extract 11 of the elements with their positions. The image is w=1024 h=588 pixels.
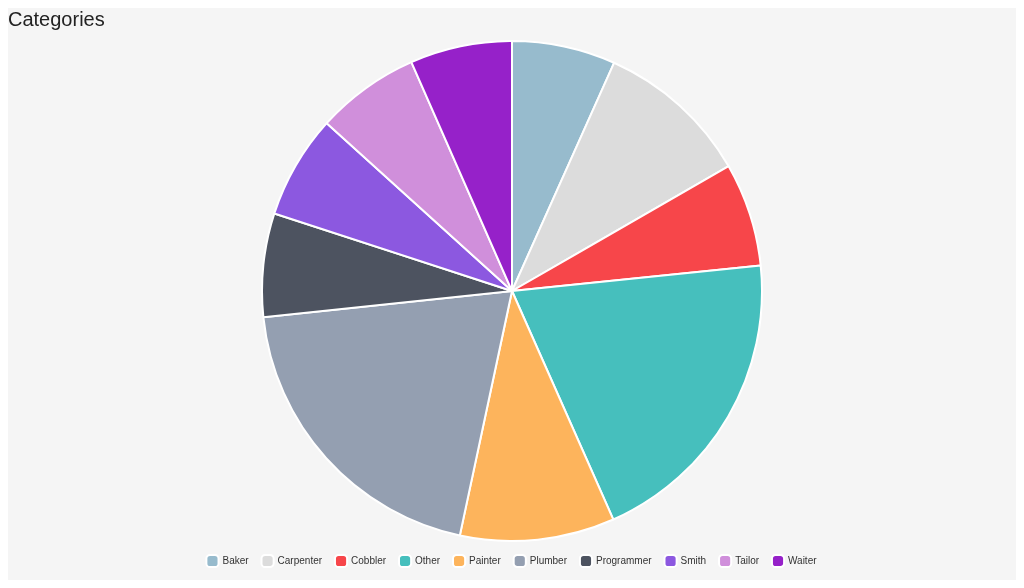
legend-label: Cobbler	[351, 554, 387, 566]
legend-label: Other	[415, 554, 441, 566]
legend-label: Plumber	[529, 554, 568, 566]
legend-label: Smith	[680, 554, 707, 566]
legend-label: Tailor	[735, 554, 760, 566]
legend-label: Programmer	[596, 554, 653, 566]
chart-title: Categories	[8, 7, 105, 30]
legend-label: Waiter	[788, 554, 818, 566]
legend-label: Carpenter	[277, 554, 323, 566]
legend-label: Painter	[469, 554, 502, 566]
legend-label: Baker	[222, 554, 250, 566]
